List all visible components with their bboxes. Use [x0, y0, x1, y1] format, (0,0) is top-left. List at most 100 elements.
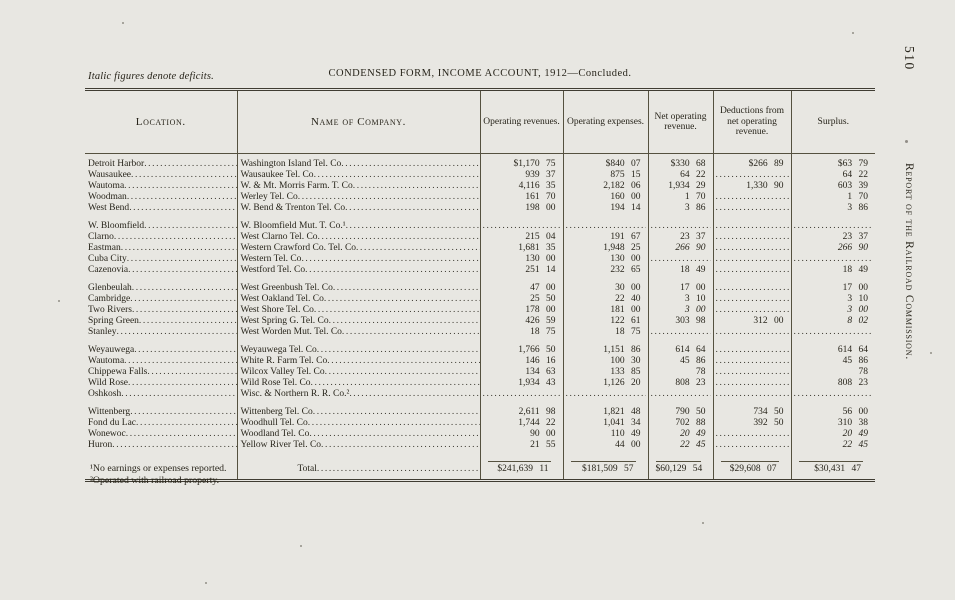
amount: 1,766 50	[518, 345, 556, 355]
total-amount: $30,431 47	[798, 461, 863, 475]
amount: 78	[696, 367, 706, 377]
table-row: Stanley West Worden Mut. Tel. Co 18 75 18 7…	[85, 327, 875, 338]
amount-cell: 603 39	[790, 181, 875, 192]
amount-cell: 303 98	[647, 316, 713, 327]
amount: 614 64	[837, 345, 868, 355]
dot-leader	[794, 389, 874, 400]
location-cell-label: Eastman	[88, 243, 121, 253]
company-cell-label: West Clarno Tel. Co	[240, 232, 318, 242]
dot-leader	[129, 203, 236, 214]
dot-leader	[716, 232, 789, 243]
amount-deficit: 20 49	[842, 429, 868, 439]
location-cell-label: Cuba City	[88, 254, 127, 264]
amount-cell: 1,934 43	[479, 378, 563, 389]
company-cell-label: Woodhull Tel. Co	[240, 418, 308, 428]
amount: 2,182 06	[603, 181, 641, 191]
dot-leader	[144, 221, 236, 232]
scan-speck	[852, 32, 854, 34]
amount-cell: 614 64	[647, 345, 713, 356]
location-cell-label: Oshkosh	[88, 389, 122, 399]
company-cell: Western Tel. Co	[236, 254, 480, 265]
location-cell-label: Detroit Harbor	[88, 159, 145, 169]
amount-cell: 22 45	[790, 440, 875, 451]
table-row: Wautoma W. & Mt. Morris Farm. T. Co 4,116 …	[85, 181, 875, 192]
margin-running-title: Report of the Railroad Commission.	[903, 163, 915, 360]
amount-cell: 122 61	[562, 316, 648, 327]
page-number: 510	[902, 46, 917, 71]
amount-deficit: 3 00	[684, 305, 706, 315]
dot-leader	[566, 221, 646, 232]
location-cell-label: Cazenovia	[88, 265, 129, 275]
amount: 614 64	[675, 345, 706, 355]
amount-cell: 3 00	[790, 305, 875, 316]
amount: 312 00	[753, 316, 784, 326]
amount-cell: 78	[647, 367, 713, 378]
dot-leader	[117, 327, 237, 338]
amount: 56 00	[842, 407, 868, 417]
amount: 1,948 25	[603, 243, 641, 253]
amount-cell: 2,182 06	[562, 181, 648, 192]
dot-leader	[716, 378, 789, 389]
table-row: Spring Green West Spring G. Tel. Co 426 59…	[85, 316, 875, 327]
dot-leader	[311, 378, 480, 389]
amount-deficit: 3 00	[847, 305, 868, 315]
amount-cell: 18 49	[647, 265, 713, 276]
amount: 1 70	[847, 192, 868, 202]
location-cell: Wautoma	[85, 181, 237, 192]
total-amount-cell: $181,509 57	[562, 451, 648, 481]
location-cell-label: Wautoma	[88, 356, 125, 366]
dot-leader	[318, 232, 480, 243]
amount-cell	[712, 232, 791, 243]
scan-speck	[930, 352, 932, 354]
company-cell: Western Crawford Co. Tel. Co	[236, 243, 480, 254]
location-cell: Wautoma	[85, 356, 237, 367]
amount-cell	[790, 221, 875, 232]
amount: 90 00	[530, 429, 556, 439]
table-row: Detroit Harbor Washington Island Tel. Co $…	[85, 159, 875, 170]
amount-cell: 790 50	[647, 407, 713, 418]
amount-cell	[790, 327, 875, 338]
dot-leader	[114, 232, 237, 243]
dot-leader	[124, 181, 236, 192]
amount-cell	[562, 389, 648, 400]
amount: 1,821 48	[603, 407, 641, 417]
table-row: Wittenberg Wittenberg Tel. Co 2,611 98 1,82…	[85, 407, 875, 418]
amount-cell: 45 86	[790, 356, 875, 367]
amount-deficit: 266 90	[837, 243, 868, 253]
amount: $1,170 75	[513, 159, 556, 169]
amount: 2,611 98	[518, 407, 556, 417]
amount-cell: 25 50	[479, 294, 563, 305]
amount: 100 30	[610, 356, 641, 366]
dot-leader	[651, 327, 711, 338]
company-cell-label: Wittenberg Tel. Co	[240, 407, 313, 417]
location-cell: Huron	[85, 440, 237, 451]
dot-leader	[716, 254, 789, 265]
dot-leader	[356, 243, 479, 254]
company-cell-label: Washington Island Tel. Co	[240, 159, 342, 169]
amount: 45 86	[680, 356, 706, 366]
dot-leader	[716, 203, 789, 214]
dot-leader	[144, 159, 236, 170]
amount-cell: 181 00	[562, 305, 648, 316]
amount: 734 50	[753, 407, 784, 417]
amount: $840 07	[605, 159, 641, 169]
amount-cell	[712, 345, 791, 356]
amount-cell: 191 67	[562, 232, 648, 243]
company-cell: West Clarno Tel. Co	[236, 232, 480, 243]
amount-cell: 56 00	[790, 407, 875, 418]
table-row: Glenbeulah West Greenbush Tel. Co 47 00 30 …	[85, 283, 875, 294]
dot-leader	[716, 170, 789, 181]
amount-cell	[712, 305, 791, 316]
amount: 1,744 22	[518, 418, 556, 428]
dot-leader	[651, 221, 711, 232]
dot-leader	[716, 192, 789, 203]
amount-cell: 1,766 50	[479, 345, 563, 356]
amount-cell	[712, 283, 791, 294]
amount-cell: 100 30	[562, 356, 648, 367]
amount: 17 00	[842, 283, 868, 293]
amount-cell: $63 79	[790, 159, 875, 170]
location-cell-label: Wild Rose	[88, 378, 128, 388]
amount: 198 00	[525, 203, 556, 213]
dot-leader	[309, 429, 479, 440]
amount-cell: 178 00	[479, 305, 563, 316]
